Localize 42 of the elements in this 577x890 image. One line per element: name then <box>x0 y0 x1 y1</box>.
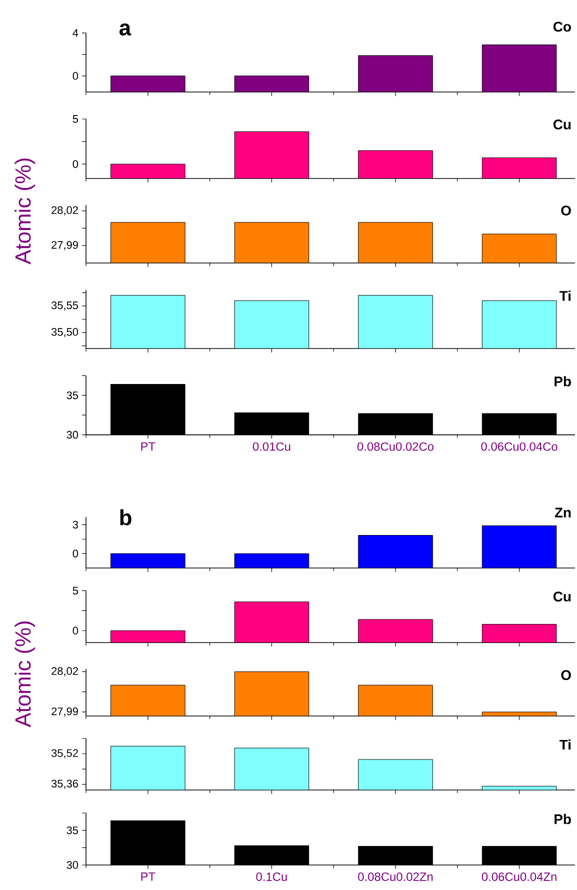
y-tick-label: 4 <box>72 29 78 37</box>
y-tick-label: 0 <box>72 626 78 634</box>
y-tick-label: 27,99 <box>52 707 78 716</box>
y-tick-label: 35,36 <box>51 780 78 789</box>
chart-title: Cu <box>553 120 571 130</box>
chart-title: Pb <box>554 376 571 386</box>
y-tick-label: 35,55 <box>51 301 78 310</box>
y-tick-label: 35,50 <box>51 328 78 338</box>
y-tick-label: 0 <box>72 72 78 80</box>
y-tick-label: 0 <box>72 550 78 558</box>
y-tick-label: 0 <box>72 160 78 168</box>
x-tick-label: PT <box>141 442 156 451</box>
y-tick-label: 3 <box>72 520 78 529</box>
y-tick-label: 5 <box>72 115 78 123</box>
chart-title: Ti <box>560 739 571 750</box>
x-tick-label: 0.06Cu0.04Zn <box>482 872 556 881</box>
y-tick-label: 35 <box>66 391 78 400</box>
x-tick-label: PT <box>141 872 156 881</box>
x-tick-label: 0.08Cu0.02Co <box>357 442 434 451</box>
y-axis-title: Atomic (%) <box>14 158 36 264</box>
y-tick-label: 35,52 <box>51 749 78 758</box>
chart-title: Co <box>553 22 571 32</box>
y-tick-label: 35 <box>66 826 78 834</box>
x-tick-label: 0.08Cu0.02Zn <box>358 872 433 881</box>
x-tick-label: 0.01Cu <box>252 442 290 451</box>
chart-title: Pb <box>554 814 571 824</box>
y-tick-label: 27,99 <box>52 241 78 250</box>
chart-title: Cu <box>553 592 571 602</box>
chart-title: Ti <box>560 290 571 301</box>
x-tick-label: 0.06Cu0.04Co <box>481 442 558 451</box>
annotation: b <box>120 509 132 526</box>
y-tick-label: 30 <box>66 861 78 869</box>
chart-title: Zn <box>554 508 571 518</box>
y-tick-label: 28,02 <box>52 667 78 676</box>
y-tick-label: 28,02 <box>52 206 78 216</box>
x-tick-label: 0.1Cu <box>256 872 287 881</box>
y-axis-title: Atomic (%) <box>14 622 36 728</box>
y-tick-label: 30 <box>66 430 78 439</box>
chart-title: O <box>561 206 571 216</box>
chart-title: O <box>561 670 571 680</box>
annotation: a <box>120 24 132 36</box>
y-tick-label: 5 <box>72 586 78 595</box>
